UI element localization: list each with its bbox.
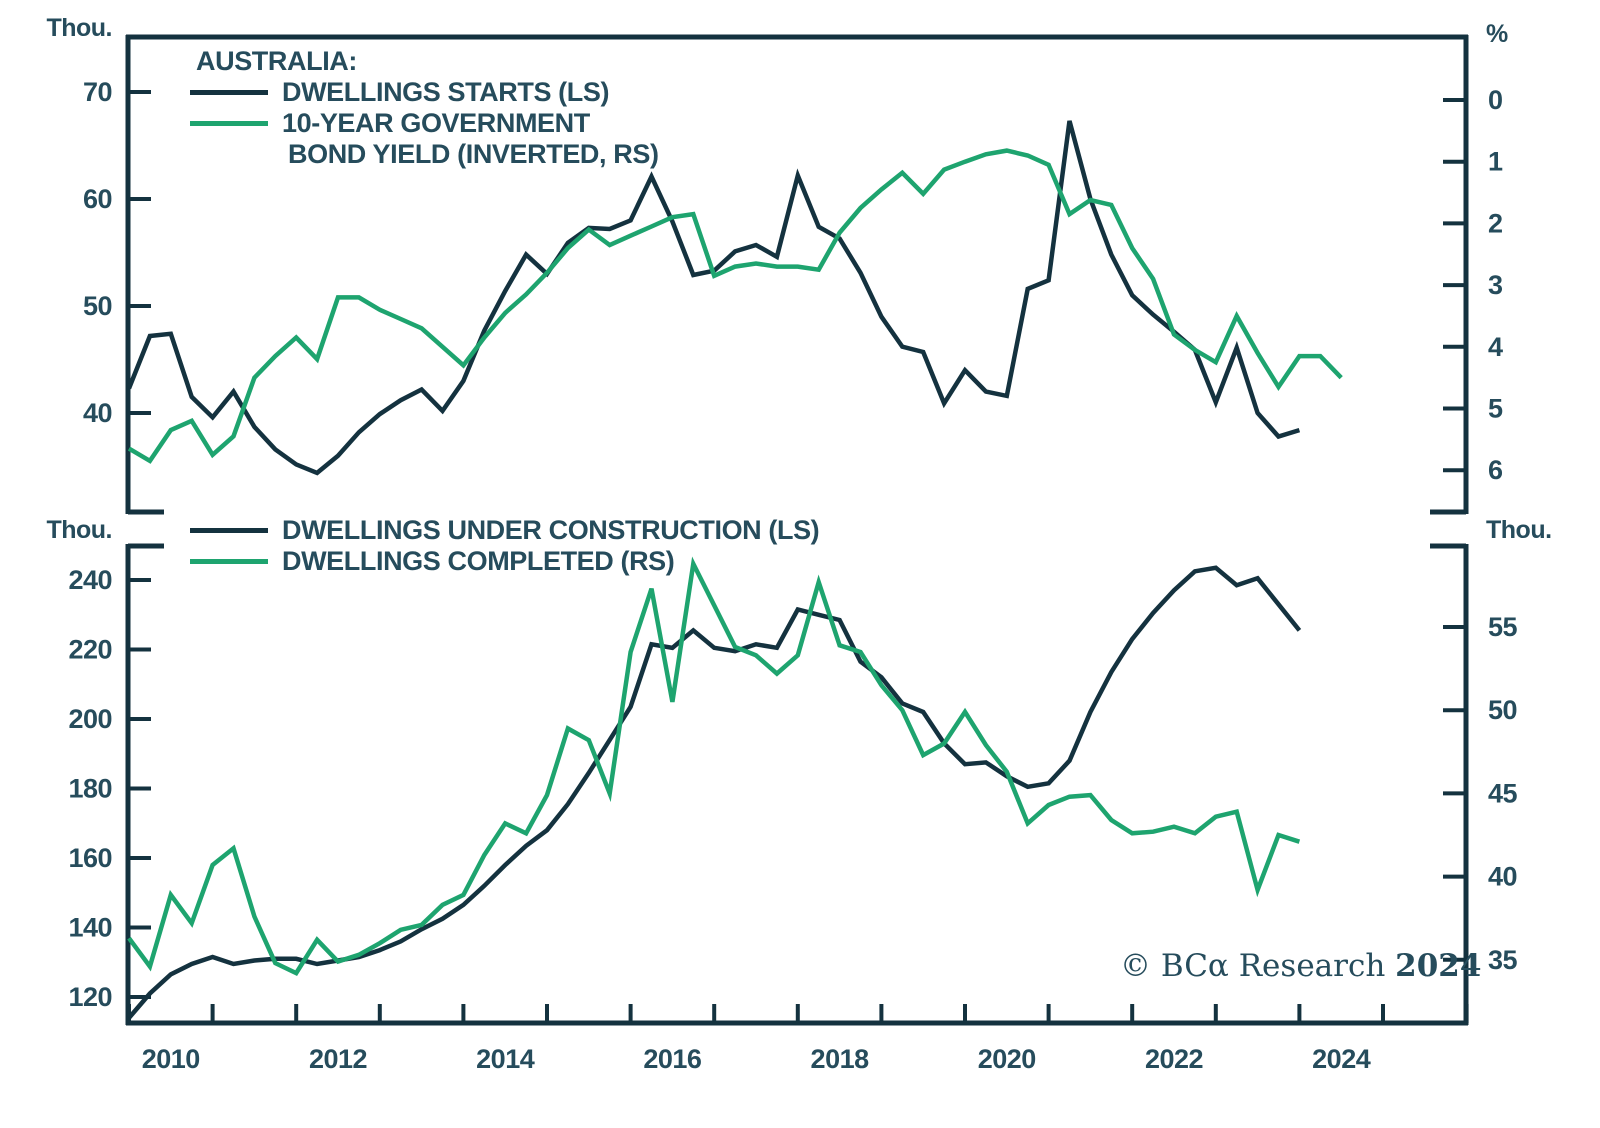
completed-label: DWELLINGS COMPLETED (RS)	[282, 546, 675, 576]
right-tick-label: 40	[1488, 862, 1517, 892]
left-tick-label: 160	[68, 843, 112, 873]
right-tick-label: 3	[1488, 270, 1503, 300]
under-construction-label: DWELLINGS UNDER CONSTRUCTION (LS)	[282, 515, 820, 545]
left-tick-label: 140	[68, 913, 112, 943]
bca-research-watermark: © BCα Research 2024	[1120, 948, 1481, 984]
right-tick-label: 5	[1488, 394, 1503, 424]
x-tick-label: 2018	[811, 1044, 870, 1074]
x-tick-label: 2022	[1145, 1044, 1203, 1074]
bond-yield-swatch	[190, 121, 268, 126]
legend-title: AUSTRALIA:	[196, 46, 357, 76]
legend-item-completed: DWELLINGS COMPLETED (RS)	[190, 546, 819, 576]
legend-item-bond-yield: 10-YEAR GOVERNMENT	[190, 108, 659, 138]
right-tick-label: 4	[1488, 332, 1503, 362]
legend-item-bond-yield-cont: BOND YIELD (INVERTED, RS)	[190, 139, 659, 169]
watermark-text: © BCα Research	[1120, 948, 1386, 984]
left-tick-label: 200	[68, 704, 112, 734]
bond-yield-line	[127, 148, 1343, 464]
right-tick-label: 35	[1488, 945, 1518, 975]
dwellings-starts-label: DWELLINGS STARTS (LS)	[282, 77, 610, 107]
top-right-axis-unit: %	[1486, 20, 1508, 48]
dwellings-starts-line	[126, 120, 1301, 476]
left-tick-label: 240	[68, 565, 112, 595]
right-tick-label: 45	[1488, 778, 1518, 808]
x-tick-label: 2010	[142, 1044, 200, 1074]
left-tick-label: 40	[83, 398, 112, 428]
top-left-axis-unit: Thou.	[46, 14, 112, 42]
completed-swatch	[190, 559, 268, 564]
legend-item-dwellings-starts: DWELLINGS STARTS (LS)	[190, 77, 659, 107]
bond-yield-label-line1: 10-YEAR GOVERNMENT	[282, 108, 590, 138]
legend-item-under-construction: DWELLINGS UNDER CONSTRUCTION (LS)	[190, 515, 820, 545]
x-tick-label: 2012	[309, 1044, 367, 1074]
right-tick-label: 6	[1488, 455, 1503, 485]
bond-yield-label-line2: BOND YIELD (INVERTED, RS)	[288, 139, 659, 169]
dwellings-starts-swatch	[190, 90, 268, 95]
x-tick-label: 2020	[978, 1044, 1036, 1074]
under-construction-swatch	[190, 528, 268, 533]
right-tick-label: 0	[1488, 85, 1503, 115]
x-tick-label: 2016	[643, 1044, 702, 1074]
x-tick-label: 2024	[1312, 1044, 1371, 1074]
bottom-right-axis-unit: Thou.	[1486, 516, 1552, 544]
left-tick-label: 70	[83, 77, 112, 107]
left-tick-label: 60	[83, 184, 112, 214]
right-tick-label: 2	[1488, 208, 1503, 238]
completed-line	[127, 556, 1301, 976]
x-tick-label: 2014	[476, 1044, 535, 1074]
left-tick-label: 120	[68, 982, 112, 1012]
left-tick-label: 50	[83, 291, 112, 321]
right-tick-label: 1	[1488, 147, 1503, 177]
bottom-left-axis-unit: Thou.	[46, 516, 112, 544]
legend-spacer	[190, 152, 268, 157]
right-tick-label: 50	[1488, 695, 1517, 725]
under-construction-line	[127, 565, 1302, 1020]
legend-top: AUSTRALIA: DWELLINGS STARTS (LS) 10-YEAR…	[190, 46, 659, 172]
right-tick-label: 55	[1488, 612, 1518, 642]
left-tick-label: 180	[68, 774, 112, 804]
legend-bottom: DWELLINGS UNDER CONSTRUCTION (LS) DWELLI…	[190, 515, 820, 579]
left-tick-label: 220	[68, 635, 112, 665]
watermark-year: 2024	[1395, 948, 1482, 984]
